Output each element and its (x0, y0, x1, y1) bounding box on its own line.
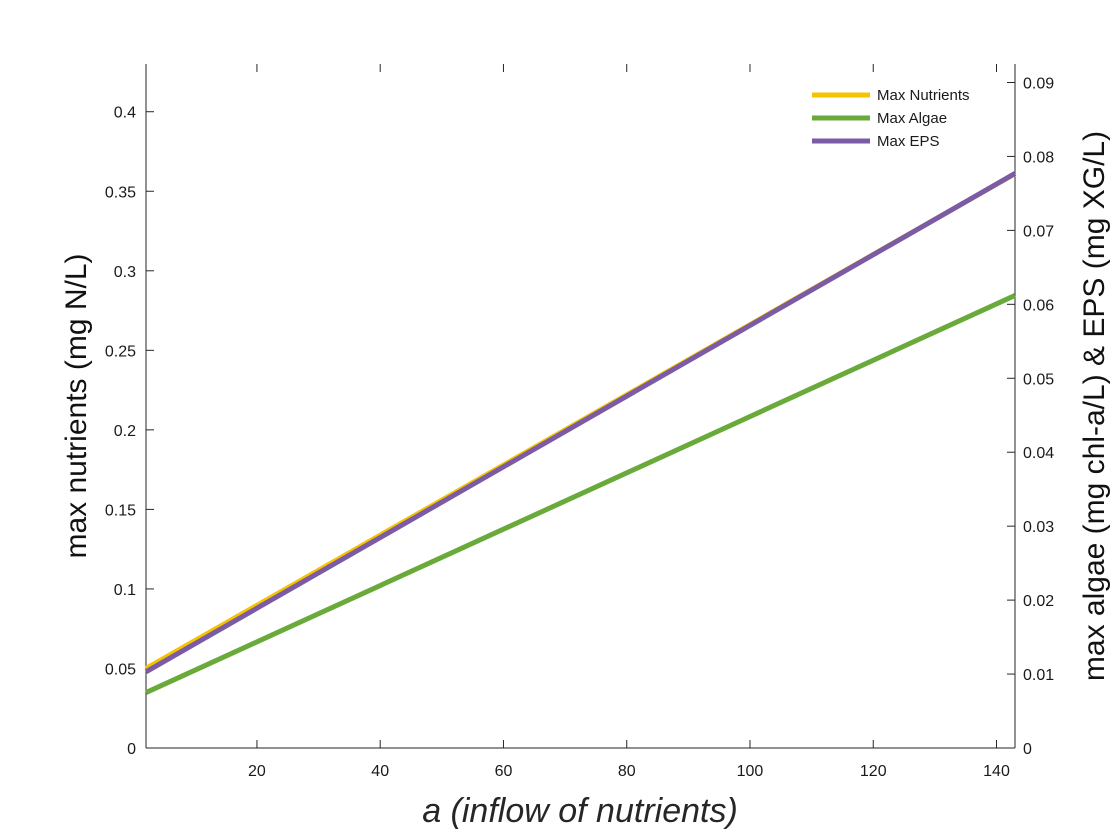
y-left-tick-label: 0.25 (105, 343, 136, 360)
series-line-max-eps (144, 171, 1017, 675)
y-axis-right-label: max algae (mg chl-a/L) & EPS (mg XG/L) (1078, 131, 1111, 681)
y-right-tick-label: 0.04 (1023, 445, 1054, 462)
y-left-tick-label: 0.15 (105, 502, 136, 519)
series-line-max-algae (144, 293, 1017, 695)
y-right-tick-label: 0 (1023, 741, 1032, 758)
y-left-tick-label: 0.3 (114, 264, 136, 281)
y-right-tick-label: 0.09 (1023, 75, 1054, 92)
y-right-tick-label: 0.06 (1023, 297, 1054, 314)
legend-label-max-eps: Max EPS (877, 133, 940, 150)
y-left-tick-label: 0 (127, 741, 136, 758)
y-left-ticks: 0 0.05 0.1 0.15 0.2 0.25 0.3 0.35 0.4 (105, 105, 154, 758)
legend-label-max-algae: Max Algae (877, 110, 947, 127)
y-right-tick-label: 0.05 (1023, 371, 1054, 388)
x-tick-label: 140 (983, 763, 1010, 780)
y-right-tick-label: 0.01 (1023, 667, 1054, 684)
y-left-tick-label: 0.05 (105, 661, 136, 678)
x-tick-label: 20 (248, 763, 266, 780)
y-right-tick-label: 0.03 (1023, 519, 1054, 536)
x-ticks: 20 40 60 80 100 120 140 (248, 64, 1010, 780)
y-right-tick-label: 0.08 (1023, 149, 1054, 166)
x-tick-label: 40 (371, 763, 389, 780)
y-left-tick-label: 0.4 (114, 105, 136, 122)
y-right-tick-label: 0.07 (1023, 223, 1054, 240)
legend-label-max-nutrients: Max Nutrients (877, 87, 970, 104)
series-lines (144, 171, 1017, 695)
x-tick-label: 80 (618, 763, 636, 780)
x-axis-label: a (inflow of nutrients) (422, 792, 738, 830)
y-left-tick-label: 0.2 (114, 423, 136, 440)
y-right-tick-label: 0.02 (1023, 593, 1054, 610)
x-tick-label: 60 (495, 763, 513, 780)
y-right-ticks: 0 0.01 0.02 0.03 0.04 0.05 0.06 0.07 0.08 0.09 (1007, 75, 1054, 758)
y-left-tick-label: 0.35 (105, 184, 136, 201)
legend: Max Nutrients Max Algae Max EPS (812, 87, 970, 150)
y-left-tick-label: 0.1 (114, 582, 136, 599)
x-tick-label: 120 (860, 763, 887, 780)
axes (145, 64, 1016, 749)
x-tick-label: 100 (737, 763, 764, 780)
y-axis-left-label: max nutrients (mg N/L) (60, 253, 93, 558)
